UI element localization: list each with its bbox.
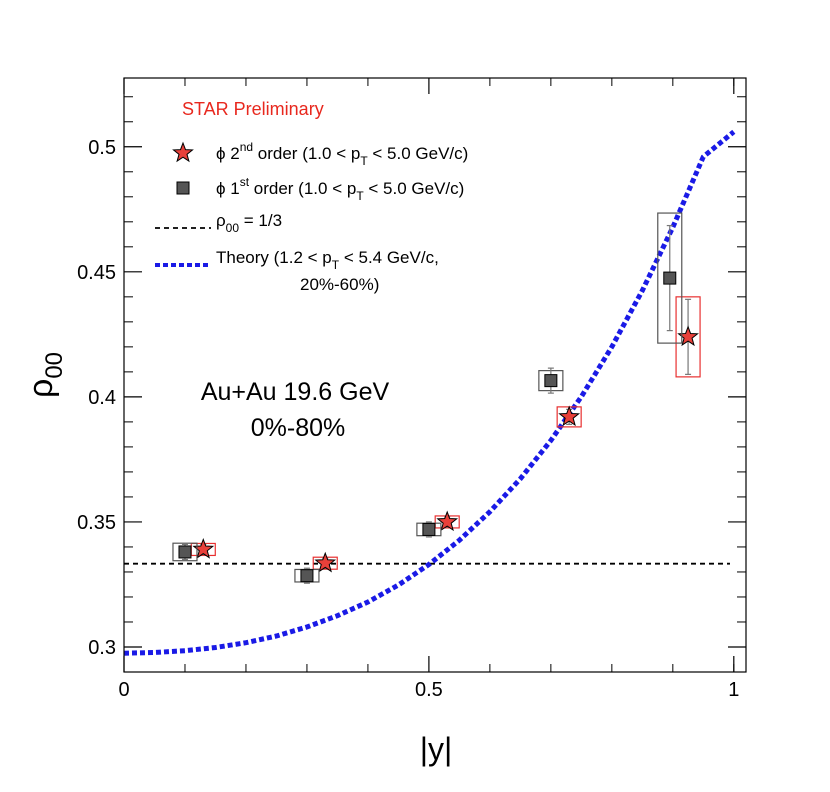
legend-star-marker xyxy=(172,141,194,163)
data-point-square xyxy=(663,271,677,285)
y-tick-label: 0.5 xyxy=(88,137,116,159)
y-tick-label: 0.35 xyxy=(77,512,116,534)
preliminary-label: STAR Preliminary xyxy=(182,99,324,119)
data-point-star xyxy=(192,538,215,559)
y-tick-label: 0.45 xyxy=(77,262,116,284)
legend-text-main: ρ xyxy=(216,211,226,230)
x-tick-label: 0.5 xyxy=(415,679,443,701)
data-point-star xyxy=(314,551,337,573)
legend-label: ϕ 1st order (1.0 < pT < 5.0 GeV/c) xyxy=(216,175,464,203)
y-axis-label-subscript: 00 xyxy=(41,352,68,379)
y-axis-label-symbol: ρ xyxy=(22,379,60,398)
sys-box xyxy=(172,542,198,562)
data-point-square xyxy=(178,545,192,559)
legend-text-end: < 5.0 GeV/c) xyxy=(368,144,469,163)
y-tick-label: 0.4 xyxy=(88,387,116,409)
legend-square-marker xyxy=(176,181,190,195)
legend-text-sup: nd xyxy=(240,140,253,154)
legend-text-end: < 5.4 GeV/c, xyxy=(339,248,439,267)
data-point-square xyxy=(422,522,436,536)
annotation-centrality: 0%-80% xyxy=(251,414,346,442)
sys-box xyxy=(675,296,701,378)
legend-label: ρ00 = 1/3 xyxy=(216,211,282,235)
y-axis-label: ρ00 xyxy=(22,352,68,398)
legend-label: Theory (1.2 < pT < 5.4 GeV/c, xyxy=(216,248,439,272)
data-point-square xyxy=(300,569,314,583)
x-tick-label: 1 xyxy=(728,679,739,701)
y-axis-label-text: ρ00 xyxy=(22,352,68,398)
legend-label-line2: 20%-60%) xyxy=(300,275,379,294)
legend-text-end: = 1/3 xyxy=(239,211,282,230)
legend-text-sup: st xyxy=(240,175,250,189)
x-tick-label: 0 xyxy=(118,679,129,701)
legend-text-end: < 5.0 GeV/c) xyxy=(364,179,465,198)
data-point-star xyxy=(677,325,699,347)
legend-text-main: ϕ 1 xyxy=(216,179,240,198)
legend-label: ϕ 2nd order (1.0 < pT < 5.0 GeV/c) xyxy=(216,140,468,168)
data-point-star xyxy=(558,405,581,427)
y-tick-label: 0.3 xyxy=(88,637,116,659)
data-point-square xyxy=(544,374,558,388)
plot-content xyxy=(123,129,736,656)
legend-text-main: ϕ 2 xyxy=(216,144,240,163)
legend-text-sub: T xyxy=(356,189,364,203)
axes: 0 0.5 1 0.3 0.35 0.4 0.45 0.5 xyxy=(77,78,746,701)
theory-curve xyxy=(123,129,736,656)
plot-frame xyxy=(123,77,747,673)
legend-text-main: Theory (1.2 < p xyxy=(216,248,332,267)
x-axis-label: |y| xyxy=(420,731,453,767)
legend-text-sub: T xyxy=(332,258,340,272)
legend-text-sub: 00 xyxy=(226,221,240,235)
annotation-system: Au+Au 19.6 GeV xyxy=(201,378,390,406)
legend-text-sub: T xyxy=(360,154,368,168)
legend: ϕ 2nd order (1.0 < pT < 5.0 GeV/c)ϕ 1st … xyxy=(155,140,468,294)
legend-text-rest: order (1.0 < p xyxy=(253,144,360,163)
sys-box xyxy=(657,212,683,344)
data-point-star xyxy=(436,510,459,532)
legend-text-rest: order (1.0 < p xyxy=(249,179,356,198)
